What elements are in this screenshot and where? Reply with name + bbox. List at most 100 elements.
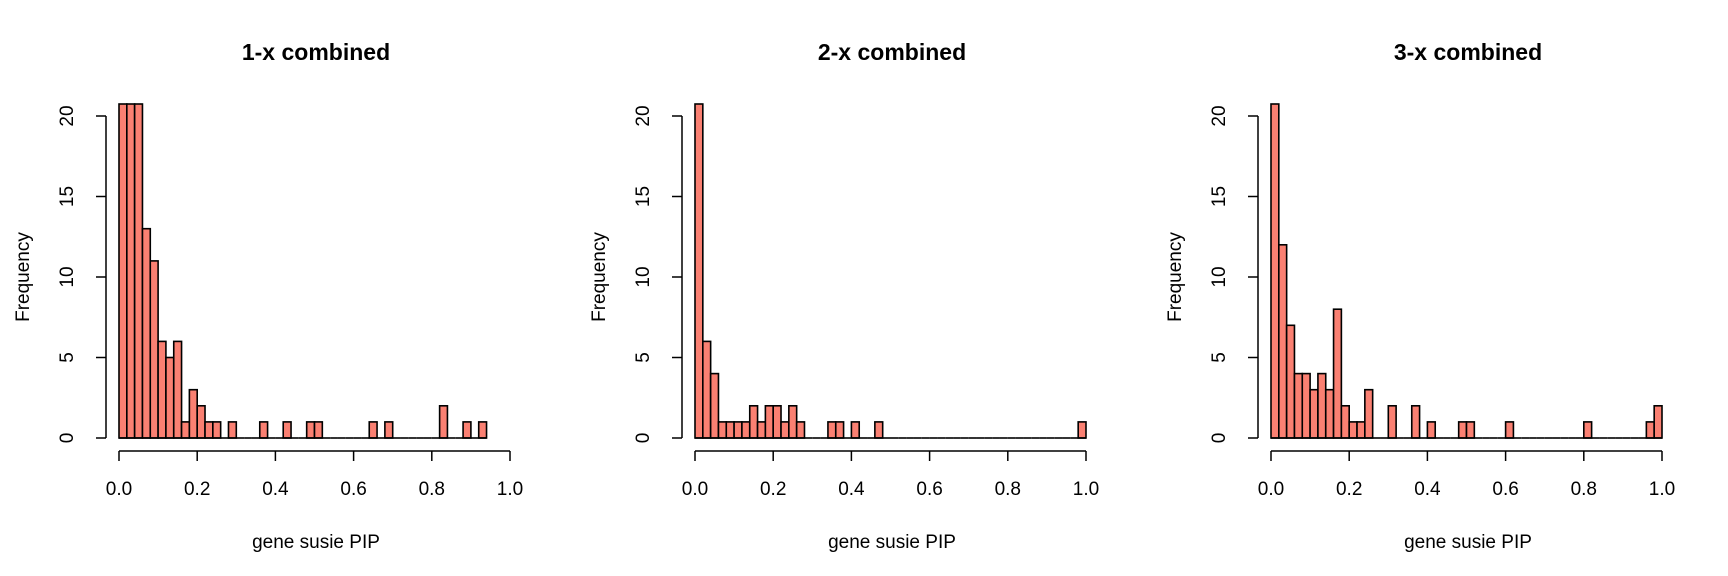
histogram-bar: [282, 421, 292, 439]
histogram-bar: [709, 372, 720, 439]
chart-panel-3: 0.0 0.2 0.4 0.6 0.8 1.0 0 5 10 15 20 3-x combined ge…: [1165, 39, 1675, 553]
histogram-bar: [874, 421, 884, 439]
histogram-bar: [1340, 404, 1351, 439]
histogram-bar: [827, 421, 837, 439]
histogram-bar: [141, 227, 152, 439]
x-axis-label: gene susie PIP: [1404, 532, 1532, 553]
histogram-bar: [1324, 388, 1335, 439]
y-tick-label: 5: [57, 352, 78, 363]
x-tick-label: 0.0: [682, 479, 708, 500]
y-tick-label: 10: [633, 266, 654, 287]
x-tick-label: 0.4: [262, 479, 289, 500]
histogram-bar: [1270, 103, 1280, 439]
y-tick-label: 20: [1209, 105, 1230, 126]
histogram-bar: [772, 404, 782, 439]
y-tick-label: 15: [1209, 186, 1230, 207]
y-tick-label: 15: [633, 186, 654, 207]
x-tick-label: 0.2: [760, 479, 786, 500]
y-tick-label: 0: [57, 433, 78, 444]
histogram-bar: [1077, 421, 1087, 439]
histogram-bar: [204, 421, 214, 439]
y-tick-label: 0: [1209, 433, 1230, 444]
chart-title: 1-x combined: [242, 39, 390, 65]
histogram-bar: [694, 103, 704, 439]
x-tick-label: 0.4: [838, 479, 865, 500]
histogram-bar: [165, 356, 175, 439]
histogram-bar: [133, 103, 144, 439]
chart-title: 2-x combined: [818, 39, 966, 65]
histogram-bar: [764, 404, 775, 439]
histogram-bar: [788, 404, 798, 439]
histogram-bar: [1356, 421, 1366, 439]
y-tick-label: 20: [633, 105, 654, 126]
x-tick-label: 0.2: [184, 479, 210, 500]
histogram-bar: [756, 421, 767, 439]
histogram-bar: [725, 421, 735, 439]
histogram-bar: [1410, 404, 1421, 439]
histogram-bar: [477, 421, 488, 439]
histogram-bar: [149, 260, 159, 439]
histogram-bar: [1645, 421, 1655, 439]
histogram-bar: [1653, 404, 1663, 439]
x-tick-label: 0.4: [1414, 479, 1441, 500]
histogram-bar: [1426, 421, 1437, 439]
y-tick-label: 5: [1209, 352, 1230, 363]
histogram-bar: [733, 421, 743, 439]
y-axis-label: Frequency: [589, 232, 610, 322]
x-tick-label: 0.6: [340, 479, 366, 500]
chart-panel-2: 0.0 0.2 0.4 0.6 0.8 1.0 0 5 10 15 20 2-x combined ge…: [589, 39, 1099, 553]
histogram-bar: [1309, 388, 1319, 439]
histogram-bar: [1457, 421, 1468, 439]
histogram-bar: [188, 388, 199, 439]
x-tick-label: 1.0: [1649, 479, 1675, 500]
histogram-bar: [227, 421, 238, 439]
x-axis-label: gene susie PIP: [252, 532, 380, 553]
histogram-bar: [305, 421, 316, 439]
x-tick-label: 0.0: [1258, 479, 1284, 500]
y-tick-label: 5: [633, 352, 654, 363]
y-axis-label: Frequency: [1165, 232, 1186, 322]
x-tick-label: 0.6: [916, 479, 942, 500]
histogram-bar: [118, 103, 128, 439]
histogram-bar: [313, 421, 324, 439]
histogram-bar: [1364, 388, 1374, 439]
histogram-bar: [795, 421, 806, 439]
x-tick-label: 1.0: [497, 479, 523, 500]
chart-panel-1: 0.0 0.2 0.4 0.6 0.8 1.0 0 5 10 15 20 1-x combined ge…: [13, 39, 523, 553]
histogram-bar: [1301, 372, 1311, 439]
x-tick-label: 0.8: [995, 479, 1021, 500]
histogram-bar: [384, 421, 394, 439]
y-axis-label: Frequency: [13, 232, 34, 322]
histogram-bar: [1285, 324, 1296, 439]
y-tick-label: 15: [57, 186, 78, 207]
histogram-bar: [1317, 372, 1327, 439]
histogram-bar: [258, 421, 269, 439]
x-tick-label: 1.0: [1073, 479, 1099, 500]
chart-title: 3-x combined: [1394, 39, 1542, 65]
x-tick-label: 0.2: [1336, 479, 1362, 500]
x-tick-label: 0.8: [419, 479, 445, 500]
histogram-bar: [717, 421, 728, 439]
y-tick-label: 10: [57, 266, 78, 287]
histogram-bar: [180, 421, 191, 439]
x-tick-label: 0.8: [1571, 479, 1597, 500]
histogram-bar: [780, 421, 790, 439]
x-axis-label: gene susie PIP: [828, 532, 956, 553]
histogram-bar: [196, 404, 206, 439]
x-tick-label: 0.0: [106, 479, 132, 500]
histogram-bar: [462, 421, 472, 439]
histogram-bar: [1465, 421, 1476, 439]
histogram-bar: [126, 103, 136, 439]
y-tick-label: 20: [57, 105, 78, 126]
histogram-bar: [1504, 421, 1515, 439]
histogram-bar: [438, 404, 449, 439]
histogram-bar: [834, 421, 845, 439]
histogram-bar: [748, 404, 759, 439]
x-tick-label: 0.6: [1492, 479, 1518, 500]
histogram-bar: [741, 421, 751, 439]
histogram-bar: [172, 340, 183, 439]
histogram-bar: [368, 421, 378, 439]
histogram-bar: [1387, 404, 1397, 439]
histogram-bar: [702, 340, 712, 439]
